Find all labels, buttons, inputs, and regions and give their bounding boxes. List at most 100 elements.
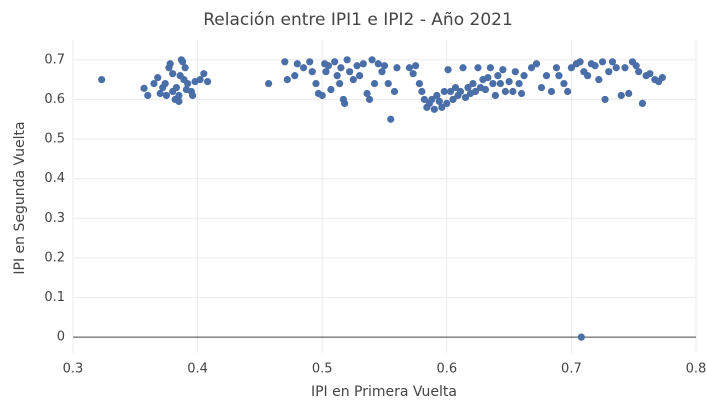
point: [459, 64, 467, 72]
point: [144, 91, 152, 100]
point: [646, 70, 654, 78]
chart-title: Relación entre IPI1 e IPI2 - Año 2021: [203, 10, 513, 30]
point: [635, 68, 643, 76]
point: [337, 64, 345, 72]
point: [617, 91, 625, 100]
point: [336, 79, 344, 88]
point: [489, 79, 497, 88]
point: [598, 58, 607, 66]
point: [365, 95, 374, 104]
point: [433, 91, 441, 100]
point: [456, 87, 465, 96]
point: [446, 87, 455, 96]
point: [509, 87, 517, 96]
point: [612, 64, 620, 72]
point: [484, 74, 492, 82]
point: [415, 79, 423, 88]
point: [374, 60, 382, 68]
point: [515, 79, 523, 88]
point: [393, 64, 401, 72]
point: [471, 87, 480, 96]
x-tick-label: 0.4: [187, 362, 208, 377]
y-tick-label: 0.2: [44, 250, 65, 265]
point: [368, 56, 376, 64]
point: [608, 58, 617, 66]
point: [189, 91, 197, 100]
point: [501, 87, 509, 96]
point: [182, 85, 190, 94]
point: [632, 62, 640, 70]
y-tick-label: 0.3: [44, 211, 65, 226]
y-tick-label: 0: [57, 330, 65, 345]
point: [312, 79, 320, 88]
point: [496, 79, 504, 88]
y-tick-label: 0.1: [44, 290, 65, 305]
x-tick-label: 0.5: [312, 362, 333, 377]
x-tick-label: 0.3: [63, 362, 84, 377]
point: [384, 79, 392, 88]
point: [169, 70, 177, 78]
point: [405, 64, 414, 72]
point: [428, 95, 436, 104]
x-tick-label: 0.7: [561, 362, 582, 377]
point: [505, 78, 513, 86]
point: [494, 72, 502, 80]
point: [449, 95, 457, 104]
point: [537, 83, 546, 92]
point: [293, 60, 301, 68]
point: [469, 79, 477, 88]
point: [283, 76, 291, 84]
point: [481, 85, 490, 94]
point: [440, 87, 448, 96]
point: [200, 70, 208, 78]
y-tick-label: 0.6: [44, 92, 65, 107]
point: [161, 79, 169, 88]
point: [591, 62, 599, 70]
point: [474, 64, 482, 72]
point: [625, 89, 633, 98]
point: [179, 58, 187, 66]
point: [438, 103, 446, 111]
point: [322, 68, 330, 76]
point: [435, 97, 443, 106]
point: [552, 64, 561, 72]
point: [281, 58, 289, 66]
point: [162, 91, 171, 100]
point: [308, 68, 316, 76]
point: [621, 64, 629, 72]
point: [181, 64, 189, 72]
point: [346, 68, 354, 76]
point: [583, 72, 592, 80]
point: [638, 99, 647, 107]
point: [166, 60, 174, 68]
point: [567, 64, 576, 72]
point: [560, 79, 568, 88]
point: [359, 60, 367, 68]
point: [265, 79, 273, 88]
point: [306, 58, 314, 66]
point: [291, 72, 299, 80]
point: [511, 68, 519, 76]
point: [461, 93, 470, 102]
point: [430, 105, 438, 113]
point: [420, 95, 428, 104]
point: [412, 62, 420, 70]
point: [517, 89, 526, 98]
y-tick-label: 0.4: [44, 171, 65, 186]
point: [318, 91, 326, 100]
point: [333, 72, 341, 80]
point: [486, 64, 495, 72]
point: [370, 79, 379, 88]
point: [349, 76, 357, 84]
point: [327, 85, 335, 94]
point: [378, 68, 386, 76]
point: [499, 66, 507, 74]
y-axis-title: IPI en Segunda Vuelta: [12, 121, 28, 274]
point: [387, 115, 395, 123]
point: [203, 78, 212, 86]
point: [658, 74, 666, 82]
point: [299, 64, 308, 72]
point: [355, 72, 364, 80]
point: [576, 58, 584, 66]
